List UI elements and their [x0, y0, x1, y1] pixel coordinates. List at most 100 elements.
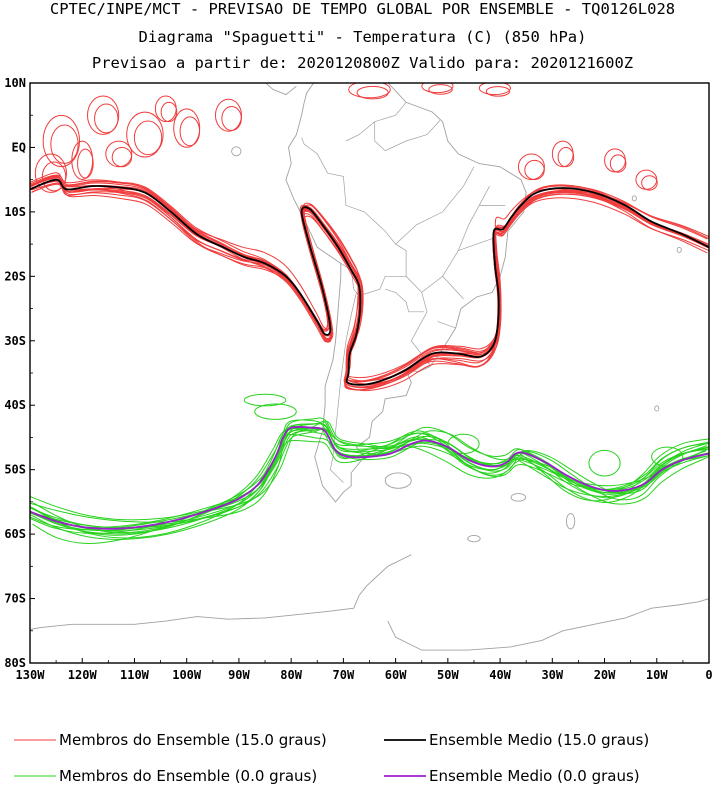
- coastline-layer: [30, 83, 709, 651]
- member-15-eddy: [421, 83, 454, 94]
- central-america-coastline: [265, 83, 297, 96]
- member-15-isoline: [31, 182, 708, 392]
- member-15-eddy: [105, 140, 133, 168]
- member-0-eddy: [447, 433, 480, 454]
- member-15-eddy: [428, 84, 453, 95]
- member-15-eddy: [50, 124, 79, 164]
- member-15-eddy: [517, 153, 545, 181]
- lon-tick-label: 120W: [68, 668, 98, 682]
- member-0-isoline: [30, 426, 709, 521]
- island-outline: [384, 472, 412, 489]
- lon-tick-label: 90W: [228, 668, 250, 682]
- lat-tick-label: 60S: [4, 527, 26, 541]
- lat-tick-label: EQ: [12, 140, 26, 154]
- island-outline: [631, 195, 637, 202]
- plot-frame: [29, 82, 710, 664]
- island-outline: [676, 246, 682, 253]
- chart-subtitle: Diagrama "Spaguetti" - Temperatura (C) (…: [138, 28, 587, 46]
- member-15-isoline: [31, 182, 708, 391]
- lat-tick-label: 50S: [4, 463, 26, 477]
- member-15-eddy: [154, 95, 177, 123]
- lon-tick-label: 50W: [437, 668, 459, 682]
- member-15-eddy: [348, 83, 391, 99]
- member-0-isoline: [30, 421, 709, 531]
- lat-tick-label: 80S: [4, 656, 26, 670]
- island-outline: [510, 493, 527, 502]
- political-border: [374, 120, 441, 152]
- lat-tick-label: 10N: [4, 76, 26, 90]
- forecast-validity: Previsao a partir de: 2020120800Z Valido…: [91, 54, 634, 72]
- member-15-eddy: [160, 101, 178, 123]
- political-border: [329, 292, 357, 483]
- south-america-coastline: [285, 83, 527, 503]
- island-outline: [231, 146, 242, 157]
- lon-tick-label: 0: [705, 668, 712, 682]
- member-15-isoline: [30, 179, 709, 386]
- member-15-eddy: [641, 175, 658, 191]
- member-15-eddy: [604, 148, 626, 173]
- member-15-eddy: [133, 120, 163, 156]
- antarctic-coastline-west: [30, 554, 412, 630]
- lon-tick-label: 110W: [120, 668, 150, 682]
- member-15-eddy: [87, 95, 120, 135]
- lon-tick-label: 20W: [594, 668, 616, 682]
- lat-tick-label: 70S: [4, 592, 26, 606]
- member-15-eddy: [173, 108, 201, 148]
- political-border: [395, 166, 475, 245]
- lat-tick-label: 20S: [4, 269, 26, 283]
- member-0-isoline: [30, 427, 709, 529]
- lon-tick-label: 40W: [489, 668, 511, 682]
- political-border: [437, 321, 456, 329]
- lon-tick-label: 100W: [172, 668, 202, 682]
- member-0-isoline: [30, 426, 709, 523]
- member-15-eddy: [179, 116, 201, 147]
- lon-tick-label: 130W: [16, 668, 46, 682]
- antarctic-coastline-east: [387, 598, 709, 651]
- island-outline: [467, 534, 481, 543]
- lon-tick-label: 30W: [541, 668, 563, 682]
- ensemble-mean-15-isoline: [30, 178, 709, 386]
- lat-tick-label: 30S: [4, 334, 26, 348]
- lat-tick-label: 10S: [4, 205, 26, 219]
- member-15-eddy: [478, 83, 511, 96]
- member-15-eddy: [524, 159, 545, 181]
- lon-tick-label: 70W: [333, 668, 355, 682]
- member-15-eddy: [94, 103, 119, 134]
- political-border: [345, 102, 407, 142]
- island-outline: [654, 405, 660, 412]
- member-15-eddy: [221, 105, 242, 131]
- mean-layer: [30, 178, 709, 530]
- member-0-isoline: [30, 423, 709, 535]
- legend-entry-label: Membros do Ensemble (0.0 graus): [59, 767, 317, 785]
- member-15-isoline: [30, 176, 707, 385]
- lat-tick-label: 40S: [4, 398, 26, 412]
- member-15-eddy: [214, 98, 242, 132]
- member-0-isoline: [30, 422, 709, 534]
- legend: Membros do Ensemble (15.0 graus) Ensemble…: [14, 731, 649, 785]
- member-15-eddy: [71, 140, 94, 181]
- member-15-eddy: [34, 153, 67, 193]
- member-15-isoline: [30, 172, 709, 379]
- member-15-isoline: [31, 174, 709, 382]
- member-15-isoline: [30, 177, 707, 386]
- member-15-eddy: [41, 161, 67, 192]
- lon-tick-label: 80W: [280, 668, 302, 682]
- member-15-eddy: [609, 154, 627, 173]
- member-0-isoline: [32, 427, 707, 536]
- ensemble-mean-0-isoline: [30, 426, 709, 530]
- member-15-isoline: [30, 176, 709, 383]
- member-15-eddy: [126, 111, 164, 158]
- member-0-eddy: [254, 403, 297, 420]
- member-15-eddy: [485, 86, 511, 97]
- member-15-eddy: [356, 85, 389, 100]
- legend-entry-label: Ensemble Medio (0.0 graus): [429, 767, 640, 785]
- political-border: [327, 172, 430, 365]
- member-15-eddy: [551, 140, 574, 168]
- political-border: [421, 185, 490, 293]
- member-0-layer: [30, 393, 709, 544]
- member-15-isoline: [32, 179, 709, 388]
- island-outline: [565, 513, 576, 530]
- member-0-eddy: [588, 449, 621, 477]
